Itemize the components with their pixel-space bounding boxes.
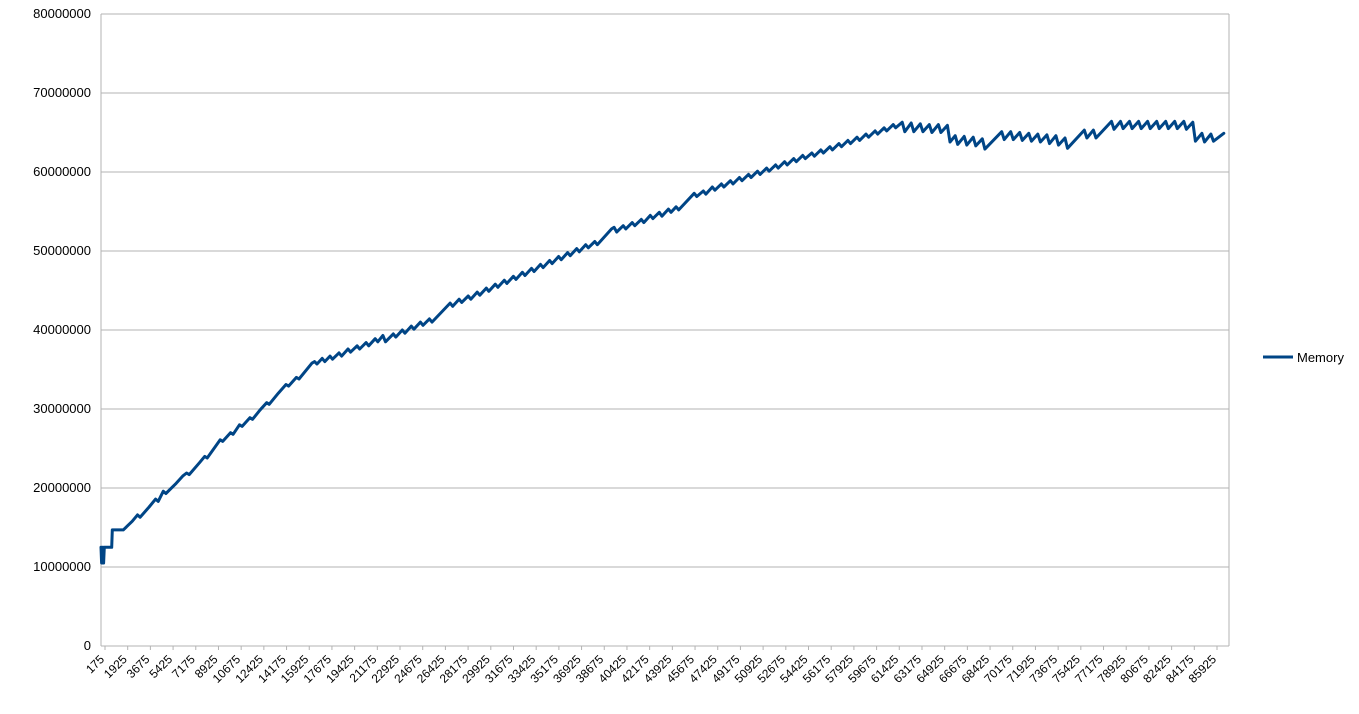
x-tick-label: 5425 — [146, 652, 175, 681]
legend: Memory — [1263, 350, 1344, 365]
x-axis-tick-labels: 1751925367554257175892510675124251417515… — [83, 652, 1219, 686]
y-tick-label: 30000000 — [33, 401, 91, 416]
y-tick-label: 80000000 — [33, 6, 91, 21]
x-tick-label: 1925 — [101, 652, 130, 681]
y-tick-label: 50000000 — [33, 243, 91, 258]
x-tick-label: 7175 — [169, 652, 198, 681]
y-tick-label: 60000000 — [33, 164, 91, 179]
x-tick-label: 3675 — [124, 652, 153, 681]
y-tick-label: 40000000 — [33, 322, 91, 337]
y-tick-label: 20000000 — [33, 480, 91, 495]
axes — [100, 14, 1230, 650]
gridlines — [101, 13, 1229, 647]
y-tick-label: 10000000 — [33, 559, 91, 574]
y-axis-tick-labels: 0 10000000 20000000 30000000 40000000 5000000… — [33, 6, 91, 653]
y-tick-label: 70000000 — [33, 85, 91, 100]
y-tick-label: 0 — [84, 638, 91, 653]
legend-label-memory: Memory — [1297, 350, 1344, 365]
series-group — [99, 119, 1226, 565]
series-line-memory — [99, 119, 1226, 565]
